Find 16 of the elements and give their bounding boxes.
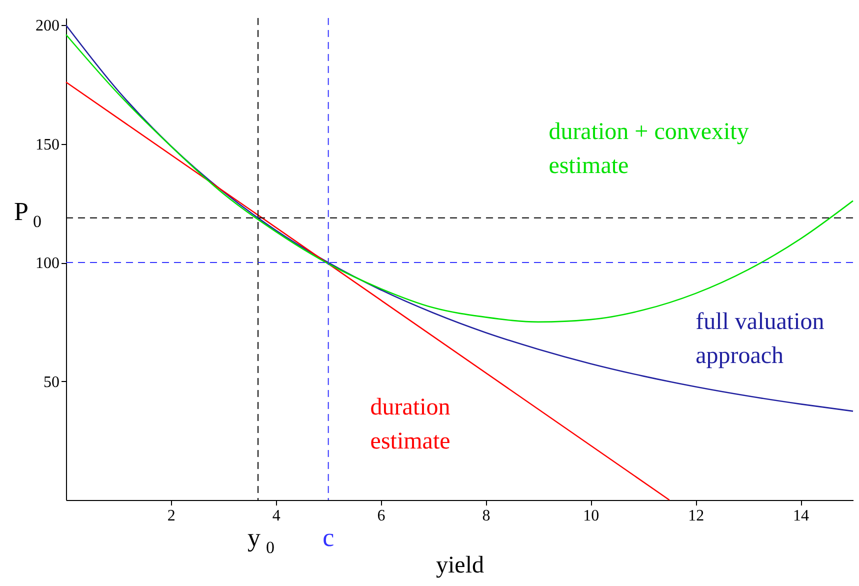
x-tick-label: 8 bbox=[482, 508, 490, 524]
series-label: full valuation approach bbox=[696, 309, 824, 370]
ref-line-label: c bbox=[322, 523, 334, 552]
y-tick-label: 200 bbox=[36, 18, 60, 35]
x-tick-label: 14 bbox=[793, 508, 810, 524]
x-tick-label: 2 bbox=[167, 508, 176, 524]
x-tick-label: 12 bbox=[688, 508, 704, 524]
x-tick-label: 10 bbox=[583, 508, 600, 524]
series-label: duration estimate bbox=[370, 394, 450, 455]
y-tick-label: 150 bbox=[36, 136, 60, 154]
x-tick-label: 4 bbox=[272, 508, 280, 524]
x-tick-label: 6 bbox=[377, 508, 386, 524]
x-axis-title: yield bbox=[436, 552, 484, 578]
text: duration + convexity estimate bbox=[548, 119, 749, 180]
y-tick-label: 50 bbox=[44, 374, 60, 391]
y-tick-label: 100 bbox=[36, 255, 60, 272]
